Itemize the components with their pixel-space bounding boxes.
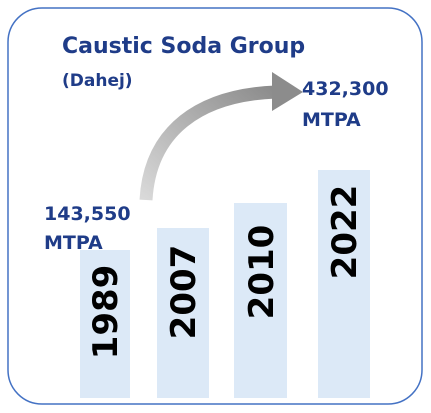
end-value: 432,300 — [302, 78, 389, 100]
start-unit: MTPA — [44, 232, 103, 254]
bar-label: 2010 — [242, 225, 282, 320]
bar — [157, 228, 209, 398]
bar-label: 2007 — [164, 245, 204, 340]
bars — [80, 170, 370, 398]
bar-label: 2022 — [325, 185, 365, 280]
growth-arrow — [139, 72, 303, 201]
bar-label: 1989 — [86, 265, 126, 360]
arrow-head — [272, 72, 303, 111]
bar — [234, 203, 287, 398]
bar — [318, 170, 370, 398]
subtitle: (Dahej) — [62, 71, 133, 91]
start-value: 143,550 — [44, 203, 131, 225]
arrow-shaft — [139, 85, 277, 201]
bar — [80, 250, 130, 398]
end-unit: MTPA — [302, 109, 361, 131]
title: Caustic Soda Group — [62, 34, 305, 59]
